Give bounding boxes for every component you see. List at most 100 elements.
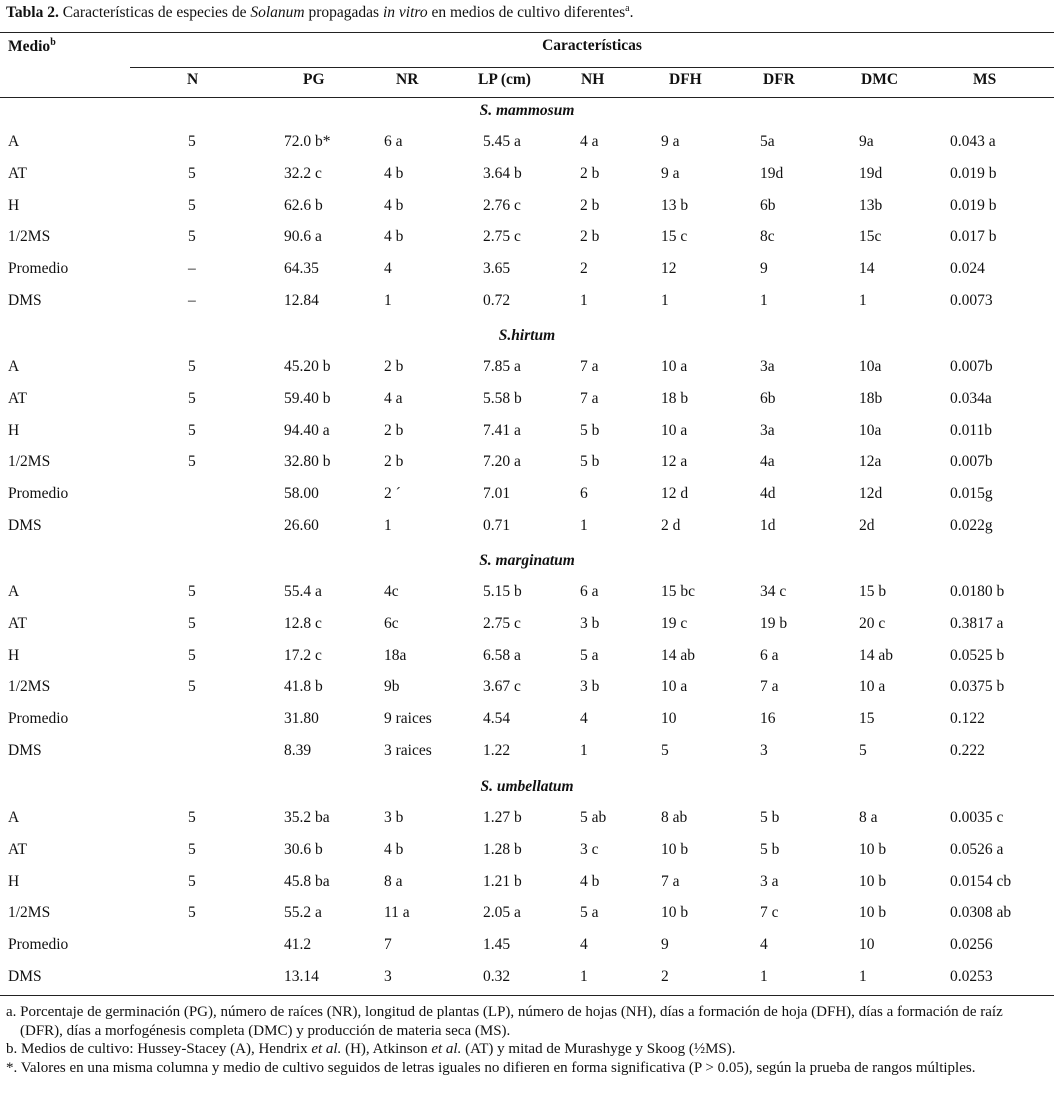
table-cell: 3.67 c [483, 678, 521, 696]
table-cell: 10 a [661, 358, 688, 375]
table-cell: 2 b [384, 421, 404, 439]
table-cell: 0.222 [950, 742, 985, 759]
table-cell: 0.007b [950, 453, 993, 471]
row-label: A [8, 583, 20, 600]
table-cell: 2 ´ [384, 485, 401, 503]
table-cell: 0.0526 a [950, 840, 1004, 858]
table-cell: 5 [188, 421, 196, 439]
table-cell: 5 [188, 164, 196, 182]
table-cell: 3 b [580, 678, 600, 696]
species-heading: S. marginatum [479, 552, 575, 569]
table-cell: 62.6 b [284, 196, 323, 214]
table-row: AT 5 32.2 c 4 b 3.64 b 2 b 9 a 19d 19d 0.019 b [0, 165, 1054, 195]
header-group: Características [542, 37, 642, 54]
bottom-rule [0, 995, 1054, 996]
table-cell: 10 a [859, 678, 886, 696]
table-cell: 10 b [859, 840, 887, 858]
table-cell: 6 a [384, 133, 403, 150]
table-cell: 90.6 a [284, 228, 322, 246]
table-cell: 31.80 [284, 710, 319, 728]
caption-text: . [629, 4, 634, 22]
table-cell: 4 [580, 710, 588, 728]
table-cell: 5 [188, 389, 196, 407]
table-cell: 1 [580, 968, 588, 985]
table-cell: 2 b [580, 228, 600, 246]
table-cell: 9a [859, 133, 874, 150]
row-label: H [8, 421, 20, 439]
column-header-n: N [187, 71, 199, 88]
table-cell: 0.015g [950, 485, 993, 503]
table-cell: 3 [760, 742, 768, 759]
table-cell: 5 [188, 614, 196, 632]
table-cell: 7.41 a [483, 421, 521, 439]
row-label: AT [8, 164, 27, 182]
row-label: Promedio [8, 710, 69, 728]
table-cell: 5a [760, 133, 775, 150]
table-cell: 1 [661, 292, 669, 309]
table-cell: 15 b [859, 583, 887, 600]
table-row: 1/2MS 5 32.80 b 2 b 7.20 a 5 b 12 a 4a 12a 0.007b [0, 453, 1054, 483]
table-cell: 10a [859, 358, 882, 375]
table-cell: 10 b [661, 904, 689, 922]
row-label: H [8, 196, 20, 214]
table-cell: 4 [760, 936, 768, 954]
table-cell: 45.20 b [284, 358, 331, 375]
table-cell: 0.0256 [950, 936, 993, 954]
table-cell: 32.2 c [284, 164, 322, 182]
table-cell: 13b [859, 196, 883, 214]
table-row: H 5 17.2 c 18a 6.58 a 5 a 14 ab 6 a 14 ab 0.0525 … [0, 647, 1054, 677]
row-label: DMS [8, 968, 42, 985]
footnote-text: (AT) y mitad de Murashyge y Skoog (½MS). [461, 1041, 736, 1057]
table-cell: 0.019 b [950, 164, 997, 182]
table-cell: 7 a [661, 872, 680, 890]
table-cell: 0.017 b [950, 228, 997, 246]
table-cell: 18a [384, 646, 407, 664]
table-cell: 5 [859, 742, 867, 759]
table-cell: 5 b [580, 453, 600, 471]
table-cell: 12.8 c [284, 614, 322, 632]
table-cell: 4 [384, 260, 392, 278]
table-cell: 59.40 b [284, 389, 331, 407]
table-cell: 2 d [661, 517, 681, 534]
table-cell: 4a [760, 453, 775, 471]
table-cell: 3a [760, 358, 775, 375]
table-cell: 9b [384, 678, 400, 696]
footnote-text: (H), Atkinson [341, 1041, 432, 1057]
table-cell: 10a [859, 421, 882, 439]
table-label: Tabla 2. [6, 4, 59, 22]
table-cell: 7 a [760, 678, 779, 696]
table-cell: 6 [580, 485, 588, 503]
row-label: A [8, 809, 20, 826]
table-cell: 4 b [384, 164, 404, 182]
table-cell: 35.2 ba [284, 809, 330, 826]
table-cell: 9 a [661, 164, 680, 182]
table-cell: 2.75 c [483, 614, 521, 632]
table-cell: 4 b [384, 196, 404, 214]
row-label: A [8, 358, 20, 375]
footnote-italic: et al. [431, 1041, 462, 1057]
column-header-lp-cm: LP (cm) [478, 71, 531, 88]
table-cell: 4 b [384, 228, 404, 246]
table-cell: 1 [580, 517, 588, 534]
table-cell: 12a [859, 453, 882, 471]
table-cell: 0.0073 [950, 292, 993, 309]
top-rule [0, 32, 1054, 33]
table-cell: 8 a [859, 809, 878, 826]
table-cell: 0.0180 b [950, 583, 1005, 600]
table-row: 1/2MS 5 55.2 a 11 a 2.05 a 5 a 10 b 7 c 10 b 0.03… [0, 904, 1054, 934]
table-cell: 5 b [580, 421, 600, 439]
table-cell: 12.84 [284, 292, 319, 309]
table-cell: 13 b [661, 196, 689, 214]
table-cell: 5 [188, 453, 196, 471]
caption-text: en medios de cultivo diferentes [427, 4, 626, 22]
table-cell: 20 c [859, 614, 886, 632]
table-cell: 14 ab [859, 646, 894, 664]
table-cell: 0.0375 b [950, 678, 1005, 696]
table-cell: 10 a [661, 421, 688, 439]
table-cell: 2.76 c [483, 196, 521, 214]
table-cell: 64.35 [284, 260, 319, 278]
table-cell: 0.043 a [950, 133, 996, 150]
row-label: AT [8, 389, 27, 407]
caption-text: Características de especies de [58, 4, 251, 22]
table-cell: 2 b [384, 358, 404, 375]
